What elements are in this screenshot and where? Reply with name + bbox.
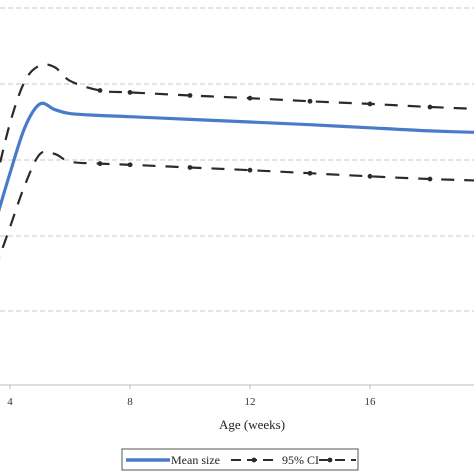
series-2-ci-upper-marker-8 xyxy=(187,93,193,98)
x-tick-label-8: 8 xyxy=(127,396,133,408)
x-tick-label-12: 12 xyxy=(245,396,256,408)
series-0-mean-size-line xyxy=(0,101,474,213)
series-1-ci-lower-marker-10 xyxy=(307,170,313,176)
grid-lines xyxy=(0,7,474,312)
legend-swatch-ci-right xyxy=(319,457,356,463)
series-2-ci-upper-marker-6 xyxy=(97,88,103,93)
legend: Mean size 95% CI xyxy=(121,448,359,471)
series-1-ci-lower-marker-11 xyxy=(367,173,373,179)
series-layer xyxy=(0,63,474,259)
series-2-ci-upper-marker-7 xyxy=(127,90,133,95)
series-2-ci-upper-marker-11 xyxy=(367,101,373,107)
x-axis-title: Age (weeks) xyxy=(219,417,285,432)
x-tick-label-16: 16 xyxy=(365,396,377,408)
series-1-ci-lower-marker-8 xyxy=(187,165,193,170)
series-2-ci-upper-marker-9 xyxy=(247,95,253,101)
series-1-ci-lower-line xyxy=(0,150,474,259)
legend-label-mean-size: Mean size xyxy=(171,453,220,467)
series-1-ci-lower-marker-6 xyxy=(97,161,103,167)
x-tick-label-4: 4 xyxy=(7,396,13,408)
legend-swatch-ci-dot xyxy=(251,457,257,463)
series-1-ci-lower-marker-7 xyxy=(127,162,133,168)
series-2-ci-upper-line xyxy=(0,63,474,169)
x-axis-ticks: 4 8 12 16 xyxy=(7,385,376,408)
legend-swatch-ci-left xyxy=(231,457,277,463)
series-1-ci-lower-marker-12 xyxy=(427,176,433,182)
series-2-ci-upper-marker-12 xyxy=(427,104,433,110)
series-1-ci-lower-marker-9 xyxy=(247,167,253,173)
legend-swatch-ci-dot xyxy=(327,457,333,463)
legend-label-ci: 95% CI xyxy=(282,453,319,467)
series-2-ci-upper-marker-10 xyxy=(307,98,313,104)
